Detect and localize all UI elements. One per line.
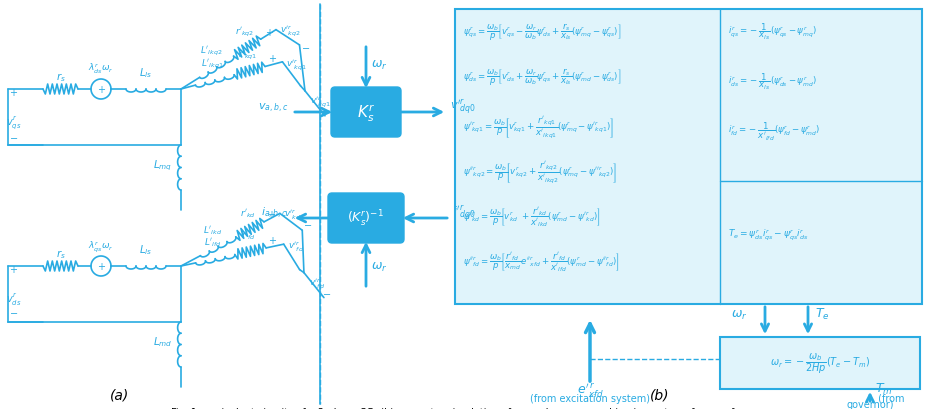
Text: +: +: [265, 28, 272, 38]
Text: $\psi''^r_{kq2}=\dfrac{\omega_b}{p}\!\left[v^r_{kq2}+\dfrac{r'_{kq2}}{x'_{lkq2}}: $\psi''^r_{kq2}=\dfrac{\omega_b}{p}\!\le…: [463, 159, 618, 184]
Text: $e'^{\,r}_{xfd}$: $e'^{\,r}_{xfd}$: [577, 382, 604, 400]
Bar: [455, 10, 922, 304]
Text: $i'^r_{dq0}$: $i'^r_{dq0}$: [453, 204, 475, 222]
Text: $\omega_r$: $\omega_r$: [732, 308, 748, 321]
Text: $\lambda^r_{qs}\omega_r$: $\lambda^r_{qs}\omega_r$: [88, 239, 113, 254]
Text: $L'_{lkq1}$: $L'_{lkq1}$: [202, 58, 224, 71]
Text: $T_m$: $T_m$: [875, 381, 893, 396]
Text: +: +: [268, 235, 276, 245]
Text: $-$: $-$: [9, 132, 18, 142]
Text: $i^r_{qs}=-\dfrac{1}{x_{ls}}(\psi^r_{qs}-\psi^r_{mq})$: $i^r_{qs}=-\dfrac{1}{x_{ls}}(\psi^r_{qs}…: [728, 22, 817, 42]
Text: $r'_{kd}$: $r'_{kd}$: [240, 207, 256, 219]
Text: $r_s$: $r_s$: [56, 247, 66, 260]
Text: $L'_{lfd}$: $L'_{lfd}$: [205, 236, 222, 249]
Text: $L'_{lkq2}$: $L'_{lkq2}$: [200, 45, 223, 58]
Text: $v'^r_{fd}$: $v'^r_{fd}$: [309, 276, 325, 290]
Text: $L_{mq}$: $L_{mq}$: [153, 158, 173, 172]
Text: $r'_{kq1}$: $r'_{kq1}$: [238, 49, 258, 62]
Text: $-$: $-$: [301, 42, 311, 52]
Text: $\omega_r$: $\omega_r$: [371, 261, 388, 274]
Text: $T_e=\psi^r_{ds}i^r_{qs}-\psi^r_{qs}i^r_{ds}$: $T_e=\psi^r_{ds}i^r_{qs}-\psi^r_{qs}i^r_…: [728, 227, 808, 242]
Text: (a): (a): [111, 388, 129, 402]
Bar: [720, 337, 920, 389]
Text: $r'_{fd}$: $r'_{fd}$: [241, 229, 256, 241]
FancyBboxPatch shape: [328, 193, 404, 243]
Text: governor): governor): [846, 399, 894, 409]
Text: $(K^r_s)^{-1}$: $(K^r_s)^{-1}$: [348, 209, 384, 229]
Text: (b): (b): [650, 388, 670, 402]
Text: $L_{ls}$: $L_{ls}$: [140, 66, 153, 80]
Text: $i^r_{fd}=-\dfrac{1}{x'_{lfd}}(\psi^r_{fd}-\psi^r_{md})$: $i^r_{fd}=-\dfrac{1}{x'_{lfd}}(\psi^r_{f…: [728, 121, 820, 143]
Text: $-$: $-$: [303, 219, 312, 229]
Text: $\omega_r$: $\omega_r$: [371, 59, 388, 72]
FancyBboxPatch shape: [331, 88, 401, 138]
Text: $K^r_s$: $K^r_s$: [357, 102, 375, 124]
Text: $r'_{kq2}$: $r'_{kq2}$: [235, 26, 255, 39]
Text: $\psi^r_{qs}=\dfrac{\omega_b}{p}\!\left[v^r_{qs}-\dfrac{\omega_r}{\omega_b}\psi^: $\psi^r_{qs}=\dfrac{\omega_b}{p}\!\left[…: [463, 21, 621, 43]
Text: (from: (from: [875, 393, 905, 403]
Text: $\psi''^r_{fd}=\dfrac{\omega_b}{p}\!\left[\dfrac{r'_{fd}}{x_{md}}e''^r_{xfd}+\df: $\psi''^r_{fd}=\dfrac{\omega_b}{p}\!\lef…: [463, 249, 619, 273]
Text: $-$: $-$: [9, 306, 18, 316]
Text: $v'^r_{kq1}$: $v'^r_{kq1}$: [286, 57, 308, 72]
Text: $v'^r_{kq2}$: $v'^r_{kq2}$: [280, 23, 300, 38]
Text: $L_{md}$: $L_{md}$: [153, 334, 173, 348]
Text: +: +: [97, 261, 105, 271]
Text: Fig. 1. equivalent circuits of a 3-phase SG; (b) computer simulation of a synchr: Fig. 1. equivalent circuits of a 3-phase…: [170, 407, 760, 409]
Text: $-$: $-$: [322, 287, 331, 297]
Text: $-$: $-$: [323, 106, 332, 115]
Text: $v'^r_{kd}$: $v'^r_{kd}$: [284, 207, 301, 221]
Text: +: +: [9, 88, 17, 98]
Text: $\omega_r=-\dfrac{\omega_b}{2Hp}(T_e-T_m)$: $\omega_r=-\dfrac{\omega_b}{2Hp}(T_e-T_m…: [770, 351, 870, 375]
Text: $v^r_{qs}$: $v^r_{qs}$: [6, 115, 21, 131]
Text: $i_{a,b,c}$: $i_{a,b,c}$: [261, 205, 288, 220]
Text: $L_{ls}$: $L_{ls}$: [140, 243, 153, 256]
Text: (from excitation system): (from excitation system): [530, 393, 650, 403]
Text: +: +: [9, 264, 17, 274]
Text: +: +: [97, 85, 105, 95]
Text: $\psi^r_{ds}=\dfrac{\omega_b}{p}\!\left[v^r_{ds}+\dfrac{\omega_r}{\omega_b}\psi^: $\psi^r_{ds}=\dfrac{\omega_b}{p}\!\left[…: [463, 66, 621, 88]
Text: $\lambda^r_{ds}\omega_r$: $\lambda^r_{ds}\omega_r$: [88, 62, 113, 76]
Text: $\psi'^r_{kq1}=\dfrac{\omega_b}{p}\!\left[v^r_{kq1}+\dfrac{r'_{kq1}}{x'_{lkq1}}(: $\psi'^r_{kq1}=\dfrac{\omega_b}{p}\!\lef…: [463, 114, 614, 139]
Text: $i^r_{ds}=-\dfrac{1}{x_{ls}}(\psi^r_{ds}-\psi^r_{md})$: $i^r_{ds}=-\dfrac{1}{x_{ls}}(\psi^r_{ds}…: [728, 72, 817, 92]
Text: $r_s$: $r_s$: [56, 71, 66, 83]
Text: $\psi'^r_{kd}=\dfrac{\omega_b}{p}\!\left[v^r_{kd}\ +\dfrac{r'_{kd}}{x'_{lkd}}(\p: $\psi'^r_{kd}=\dfrac{\omega_b}{p}\!\left…: [463, 204, 601, 228]
Text: $v'^r_{dq0}$: $v'^r_{dq0}$: [450, 98, 476, 117]
Text: +: +: [268, 54, 276, 64]
Text: $v^r_{ds}$: $v^r_{ds}$: [6, 291, 21, 307]
Text: $v'^r_{kq1}$: $v'^r_{kq1}$: [310, 94, 331, 109]
Text: $T_e$: $T_e$: [815, 306, 830, 321]
Text: +: +: [267, 209, 275, 219]
Text: $v'^r_{fd}$: $v'^r_{fd}$: [287, 240, 304, 254]
Text: $v_{a,b,c}$: $v_{a,b,c}$: [258, 101, 288, 115]
Text: $L'_{lkd}$: $L'_{lkd}$: [204, 224, 222, 236]
